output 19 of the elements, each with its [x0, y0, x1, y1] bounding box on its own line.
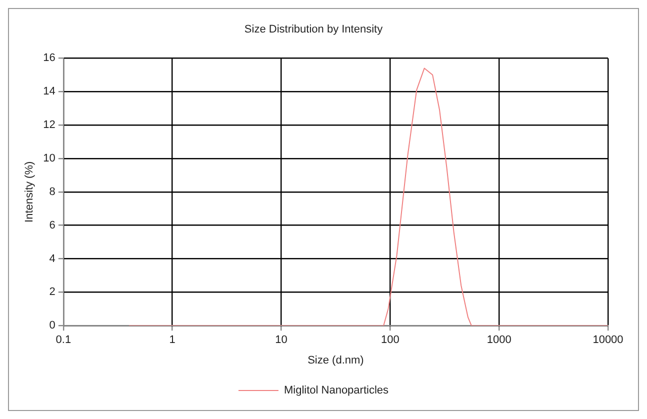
y-axis-title: Intensity (%) [24, 161, 36, 222]
x-tick-label: 1000 [486, 334, 512, 346]
y-tick-label: 0 [49, 320, 56, 332]
x-tick-label: 10000 [592, 334, 624, 346]
y-tick-label: 2 [49, 286, 56, 298]
y-tick-label: 12 [43, 119, 56, 132]
y-tick-label: 4 [49, 252, 56, 265]
chart-title: Size Distribution by Intensity [244, 24, 384, 36]
x-tick-label: 10 [275, 334, 288, 346]
x-tick-label: 100 [380, 334, 400, 346]
x-axis-title: Size (d.nm) [308, 354, 364, 366]
x-tick-label: 1 [169, 334, 176, 346]
legend-label: Miglitol Nanoparticles [284, 384, 390, 397]
y-tick-label: 10 [43, 152, 56, 165]
x-tick-label: 0.1 [56, 334, 72, 346]
y-tick-label: 16 [43, 52, 56, 64]
y-tick-label: 6 [49, 219, 56, 232]
y-tick-label: 14 [43, 86, 56, 98]
y-tick-label: 8 [49, 186, 56, 198]
